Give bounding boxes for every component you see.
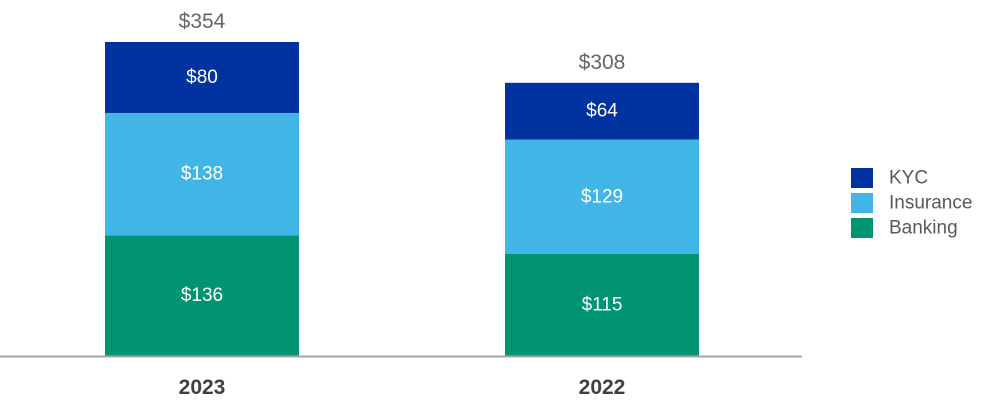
legend: KYC Insurance Banking: [851, 168, 972, 239]
bar-kyc-2023: [105, 42, 299, 113]
legend-swatch-banking: [851, 218, 873, 238]
legend-swatch-insurance: [851, 193, 873, 213]
category-labels: 2023 2022: [179, 376, 626, 399]
data-label-banking-2023: $136: [181, 285, 223, 306]
legend-label-banking: Banking: [889, 218, 958, 239]
bar-insurance-2022: [505, 139, 699, 254]
data-label-insurance-2023: $138: [181, 164, 223, 185]
total-label-2022: $308: [579, 51, 626, 74]
bar-banking-2022: [505, 253, 699, 356]
data-label-kyc-2023: $80: [186, 67, 218, 88]
legend-swatch-kyc: [851, 168, 873, 188]
bar-kyc-2022: [505, 82, 699, 140]
total-label-2023: $354: [179, 10, 226, 33]
x-tick-label-2023: 2023: [179, 376, 226, 399]
bar-insurance-2023: [105, 112, 299, 236]
legend-label-insurance: Insurance: [889, 193, 972, 214]
data-label-insurance-2022: $129: [581, 186, 623, 207]
bar-banking-2023: [105, 235, 299, 356]
bars-group: $136 $138 $80 $354 $115 $129 $64 $308: [105, 10, 699, 356]
data-label-kyc-2022: $64: [586, 101, 618, 122]
legend-label-kyc: KYC: [889, 168, 928, 189]
data-label-banking-2022: $115: [582, 294, 623, 315]
x-tick-label-2022: 2022: [579, 376, 626, 399]
